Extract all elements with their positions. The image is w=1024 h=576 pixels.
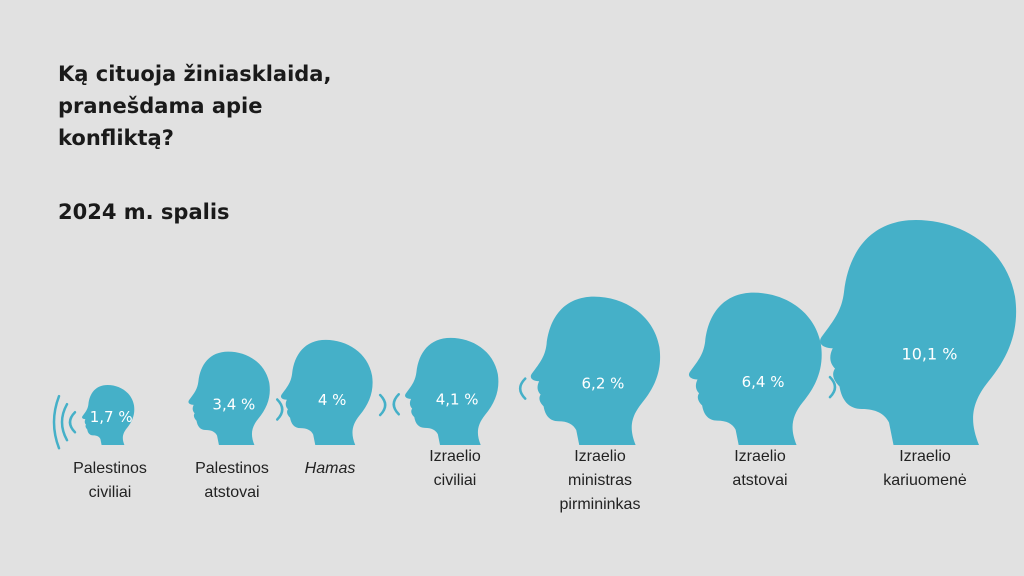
- sound-wave-icon: [828, 375, 837, 399]
- chart-title: Ką cituoja žiniasklaida, pranešdama apie…: [58, 62, 332, 150]
- head-mark: 4 %: [280, 339, 387, 445]
- sound-wave-icon: [378, 393, 387, 417]
- head-silhouette: [688, 292, 822, 445]
- head-mark: 1,7 %: [52, 385, 135, 450]
- head-mark: 6,2 %: [518, 296, 661, 445]
- value-label: 6,4 %: [742, 373, 785, 391]
- value-label: 10,1 %: [902, 345, 958, 364]
- sound-wave-icon: [60, 402, 69, 442]
- sound-wave-icon: [68, 410, 77, 434]
- category-label: Palestinos atstovai: [195, 460, 269, 501]
- head-silhouette: [405, 337, 499, 445]
- head-silhouette: [188, 351, 270, 445]
- head-mark: 3,4 %: [188, 351, 284, 445]
- value-label: 1,7 %: [90, 408, 133, 426]
- sound-wave-icon: [52, 394, 61, 450]
- value-label: 3,4 %: [212, 396, 255, 414]
- sound-wave-icon: [518, 377, 527, 400]
- head-mark: 10,1 %: [820, 220, 1017, 445]
- category-label: Izraelio ministras pirmininkas: [559, 448, 641, 513]
- category-label: Izraelio atstovai: [732, 448, 788, 489]
- value-label: 6,2 %: [582, 375, 625, 393]
- sound-wave-icon: [392, 393, 401, 416]
- category-label: Izraelio civiliai: [429, 448, 481, 489]
- value-label: 4 %: [318, 391, 347, 409]
- category-label: Palestinos civiliai: [73, 460, 147, 501]
- head-mark: 6,4 %: [688, 292, 837, 445]
- value-label: 4,1 %: [436, 390, 479, 408]
- category-label: Izraelio kariuomenė: [883, 448, 967, 489]
- head-silhouette: [820, 220, 1017, 445]
- head-mark: 4,1 %: [392, 337, 499, 445]
- category-label: Hamas: [304, 460, 356, 477]
- head-silhouette: [530, 296, 661, 445]
- chart-subtitle: 2024 m. spalis: [58, 200, 230, 224]
- head-silhouette: [82, 385, 135, 445]
- sound-wave-icon: [275, 398, 284, 421]
- head-silhouette: [280, 339, 373, 445]
